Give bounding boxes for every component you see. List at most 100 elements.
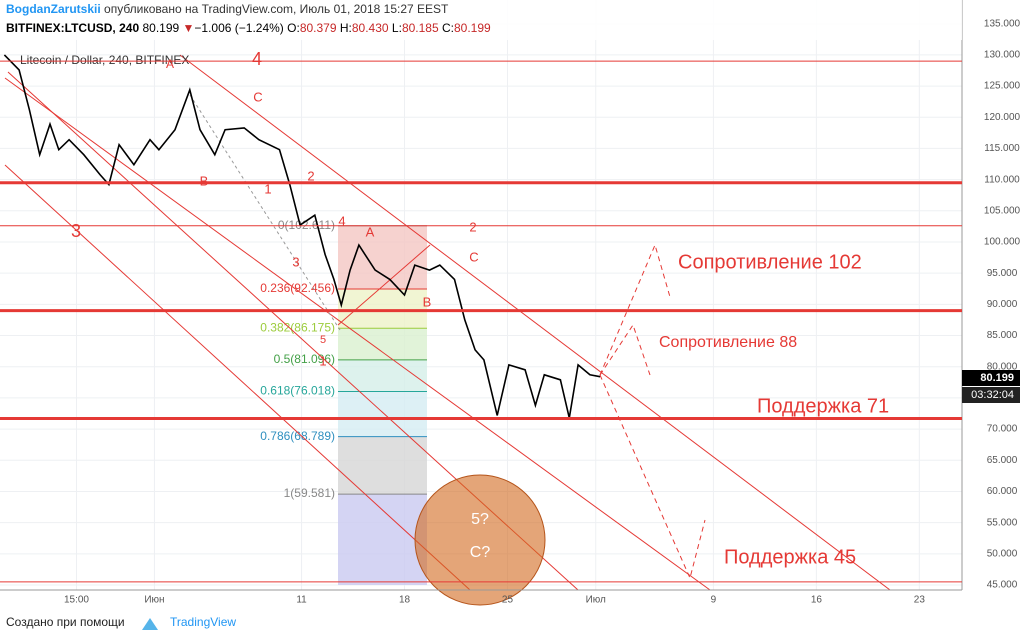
wave-label: C <box>253 89 262 104</box>
open: 80.379 <box>300 21 337 35</box>
countdown-tag <box>962 387 1020 403</box>
x-tick-label: 25 <box>502 595 514 606</box>
fib-label: 0.236(92.456) <box>260 281 335 295</box>
fib-zone: 0(102.611)0.236(92.456)0.382(86.175)0.5(… <box>260 218 427 585</box>
wave-label: A <box>366 224 375 239</box>
wave-label: A <box>166 57 174 71</box>
published: опубликовано на TradingView.com, Июль 01… <box>104 2 449 16</box>
y-tick-label: 110.000 <box>984 174 1020 185</box>
x-tick-label: 15:00 <box>64 595 89 606</box>
close: 80.199 <box>454 21 491 35</box>
y-tick-label: 120.000 <box>984 112 1021 123</box>
projection <box>599 323 651 376</box>
channel-line <box>4 164 471 591</box>
projection <box>599 374 706 580</box>
level-label: Поддержка 45 <box>724 546 856 568</box>
price-tag <box>962 370 1020 386</box>
chart-title: Litecoin / Dollar, 240, BITFINEX <box>20 53 189 67</box>
author[interactable]: BogdanZarutskii <box>6 2 101 16</box>
x-tick-label: 23 <box>914 595 926 606</box>
fib-band <box>338 289 427 329</box>
wave-label: 1 <box>319 353 326 368</box>
footer-text: Создано при помощи <box>6 615 125 629</box>
y-tick-label: 100.000 <box>984 237 1021 248</box>
x-tick-label: 11 <box>296 595 307 606</box>
wave-line <box>189 94 341 331</box>
wave-label: 5? <box>471 511 489 528</box>
y-tick-label: 95.000 <box>987 268 1018 279</box>
price-line <box>3 54 601 419</box>
low: 80.185 <box>402 21 439 35</box>
header-bg <box>0 0 962 40</box>
fib-band <box>338 494 427 585</box>
fib-label: 0.618(76.018) <box>260 384 335 398</box>
h-label: H: <box>340 21 352 35</box>
countdown: 03:32:04 <box>971 389 1014 401</box>
fib-band <box>338 359 427 392</box>
change: −1.006 (−1.24%) <box>194 21 283 35</box>
x-tick-label: Июл <box>586 595 606 606</box>
wave-label: B <box>423 294 432 309</box>
wave-label: 3 <box>292 254 299 269</box>
fib-label: 0(102.611) <box>278 218 335 232</box>
y-tick-label: 50.000 <box>987 548 1018 559</box>
level-label: Сопротивление 102 <box>678 251 862 273</box>
wave-label: C <box>469 249 478 264</box>
y-tick-label: 70.000 <box>987 424 1018 435</box>
brand-logo <box>142 618 158 630</box>
y-tick-label: 45.000 <box>987 580 1018 591</box>
wave-label: 2 <box>469 219 476 234</box>
wave-label: 1 <box>264 181 271 196</box>
y-tick-label: 60.000 <box>987 486 1018 497</box>
y-tick-label: 115.000 <box>984 143 1020 154</box>
wave-label: C? <box>470 544 491 561</box>
high: 80.430 <box>352 21 389 35</box>
y-tick-label: 125.000 <box>984 81 1021 92</box>
o-label: O: <box>287 21 300 35</box>
y-tick-label: 80.000 <box>987 361 1018 372</box>
fib-band <box>338 391 427 437</box>
projections <box>599 243 706 580</box>
footer-brand[interactable]: TradingView <box>170 615 236 629</box>
channel-line <box>179 54 891 591</box>
wave-label: 3 <box>71 221 81 241</box>
symbol: BITFINEX:LTCUSD, 240 <box>6 21 139 35</box>
wave-label: 4 <box>338 213 345 228</box>
x-tick-label: 9 <box>711 595 717 606</box>
c-label: C: <box>442 21 454 35</box>
last: 80.199 <box>142 21 179 35</box>
wave-label: 4 <box>252 49 262 69</box>
fib-band <box>338 225 427 290</box>
fib-label: 1(59.581) <box>284 486 335 500</box>
target-circle <box>414 474 546 606</box>
fib-label: 0.382(86.175) <box>260 320 335 334</box>
wave-label: 5 <box>320 334 326 346</box>
y-tick-label: 130.000 <box>984 50 1021 61</box>
x-tick-label: Июн <box>144 595 164 606</box>
price-axis-bg <box>962 0 1021 590</box>
price-tag-text: 80.199 <box>980 372 1014 384</box>
level-label: Сопротивление 88 <box>659 334 797 351</box>
x-tick-label: 18 <box>399 595 411 606</box>
y-tick-label: 135.000 <box>984 18 1021 29</box>
y-tick-label: 90.000 <box>987 299 1018 310</box>
fib-label: 0.786(68.789) <box>260 429 335 443</box>
y-tick-label: 105.000 <box>984 205 1021 216</box>
channel-line <box>4 77 711 591</box>
y-tick-label: 85.000 <box>987 330 1018 341</box>
symbol-line: BITFINEX:LTCUSD, 240 80.199 ▼−1.006 (−1.… <box>6 21 491 35</box>
y-tick-label: 55.000 <box>987 517 1018 528</box>
l-label: L: <box>392 21 402 35</box>
arrow: ▼ <box>183 21 195 35</box>
header-line: BogdanZarutskii опубликовано на TradingV… <box>6 2 449 16</box>
fib-band <box>338 436 427 495</box>
x-tick-label: 16 <box>811 595 823 606</box>
y-tick-label: 65.000 <box>987 455 1018 466</box>
level-label: Поддержка 71 <box>757 395 889 417</box>
wave-label: B <box>200 173 209 188</box>
projection <box>599 243 671 376</box>
fib-band <box>338 328 427 360</box>
wave-label: 2 <box>307 168 314 183</box>
